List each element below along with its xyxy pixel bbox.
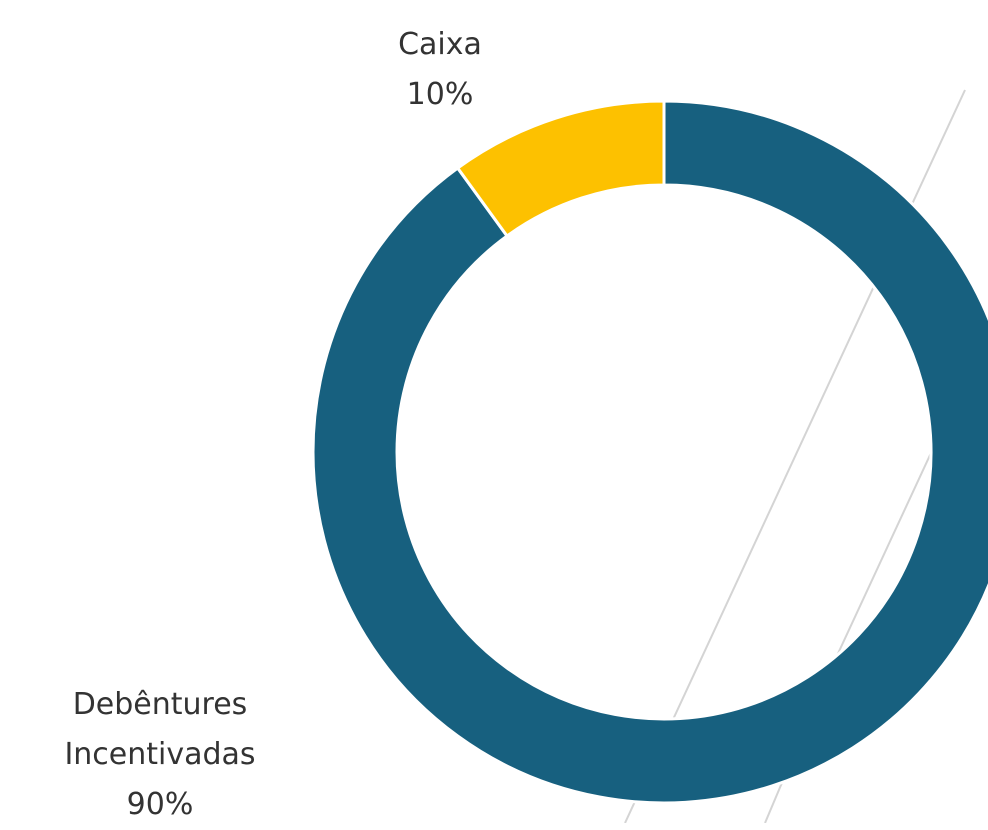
slice-label: Debêntures Incentivadas 90% [30, 680, 290, 830]
category-label: Caixa [398, 27, 482, 62]
category-label: Debêntures Incentivadas [64, 687, 256, 772]
donut-slice [311, 99, 988, 805]
value-label: 90% [126, 787, 194, 822]
value-label: 10% [406, 77, 474, 112]
donut-slice [455, 99, 666, 239]
slices [311, 99, 988, 805]
slice-label: Caixa 10% [340, 20, 540, 120]
